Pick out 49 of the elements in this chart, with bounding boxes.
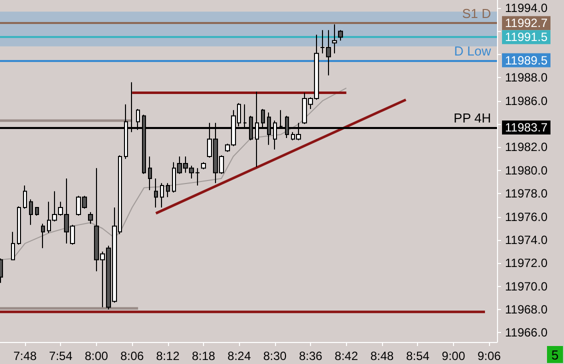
x-tick-label: 8:48 [370, 349, 394, 363]
x-tick-label: 9:00 [442, 349, 466, 363]
candlestick [41, 223, 45, 249]
x-tick-label: 7:54 [49, 349, 73, 363]
y-tick-label: 11994.0 [505, 1, 548, 16]
candlestick [338, 30, 343, 42]
y-tick-label: 11966.0 [505, 326, 548, 340]
text: 11983.7 [505, 120, 548, 135]
candlestick [154, 178, 158, 208]
candlestick [201, 162, 206, 170]
y-tick-label: 11978.0 [505, 186, 548, 201]
x-tick-label: 8:30 [263, 349, 287, 363]
x-tick-label: 7:48 [13, 349, 37, 363]
y-tick-label: 11974.0 [505, 232, 548, 247]
y-tick-label: 11988.0 [505, 70, 548, 85]
line-series [0, 88, 347, 260]
x-tick-label: 8:06 [120, 349, 144, 363]
ref-line-label: PP 4H [454, 110, 491, 126]
x-tick-label: 8:18 [192, 349, 216, 363]
x-tick-label: 9:06 [477, 349, 502, 363]
candlestick [35, 207, 39, 216]
text: 11992.7 [505, 16, 548, 30]
text: 11989.5 [505, 53, 548, 68]
candlestick [148, 156, 152, 191]
x-tick-label: 8:12 [156, 349, 180, 363]
x-tick-label: 8:54 [406, 349, 430, 363]
candlestick [23, 184, 27, 210]
x-tick-label: 8:00 [84, 349, 108, 363]
candlestick [332, 24, 337, 54]
text: 11991.5 [505, 30, 548, 44]
y-tick-label: 11970.0 [505, 279, 548, 294]
y-tick-label: 11976.0 [505, 210, 548, 224]
ref-line-label: S1 D [462, 6, 491, 22]
candlestick [11, 231, 15, 260]
candlestick [88, 212, 93, 224]
y-tick-label: 11986.0 [505, 94, 548, 108]
y-tick-label: 11980.0 [505, 163, 548, 178]
candlestick [166, 182, 170, 198]
ref-line-label: D Low [454, 43, 492, 58]
y-tick-label: 11968.0 [505, 302, 548, 317]
x-tick-label: 8:36 [298, 349, 323, 363]
x-tick-label: 8:42 [334, 349, 358, 363]
y-tick-label: 11982.0 [505, 140, 548, 154]
text: 5 [551, 348, 559, 362]
y-tick-label: 11972.0 [505, 256, 548, 270]
candlestick [160, 182, 164, 208]
candlestick [17, 206, 21, 246]
x-tick-label: 8:24 [228, 349, 252, 363]
candlestick [29, 198, 33, 226]
